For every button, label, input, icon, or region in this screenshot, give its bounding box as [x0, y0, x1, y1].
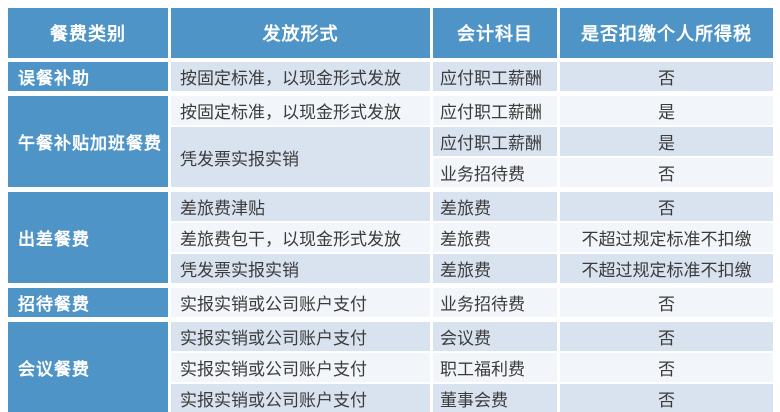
method-cell: 实报实销或公司账户支付 — [171, 353, 433, 384]
method-cell: 实报实销或公司账户支付 — [171, 322, 433, 353]
category-cell: 午餐补贴加班餐费 — [8, 96, 171, 192]
method-cell: 差旅费津贴 — [171, 192, 433, 223]
expense-table: 餐费类别 发放形式 会计科目 是否扣缴个人所得税 误餐补助 按固定标准，以现金形式… — [8, 8, 773, 412]
tax-cell: 否 — [560, 62, 773, 96]
header-tax: 是否扣缴个人所得税 — [560, 8, 773, 62]
method-cell: 按固定标准，以现金形式发放 — [171, 96, 433, 127]
tax-cell: 是 — [560, 127, 773, 158]
category-cell: 误餐补助 — [8, 62, 171, 96]
header-method: 发放形式 — [171, 8, 433, 62]
tax-cell: 否 — [560, 288, 773, 322]
table-row: 会议餐费 实报实销或公司账户支付 会议费否 — [8, 322, 773, 412]
table-row: 实报实销或公司账户支付 职工福利费否 — [8, 353, 773, 384]
method-cell: 实报实销或公司账户支付 — [171, 384, 433, 412]
category-cell: 会议餐费 — [8, 322, 171, 412]
table-row: 出差餐费 差旅费津贴 差旅费否 — [8, 192, 773, 288]
tax-cell: 不超过规定标准不扣缴 — [560, 223, 773, 254]
account-cell: 应付职工薪酬 — [433, 96, 560, 127]
tax-cell: 否 — [560, 158, 773, 192]
account-cell: 差旅费 — [433, 192, 560, 223]
table-row: 午餐补贴加班餐费 按固定标准，以现金形式发放 应付职工薪酬是 — [8, 96, 773, 192]
method-cell: 凭发票实报实销 — [171, 254, 433, 288]
header-account: 会计科目 — [433, 8, 560, 62]
table-row: 差旅费包干，以现金形式发放 差旅费 不超过规定标准不扣缴 — [8, 223, 773, 254]
account-cell: 差旅费 — [433, 223, 560, 254]
account-cell: 业务招待费 — [433, 288, 560, 322]
category-cell: 招待餐费 — [8, 288, 171, 322]
tax-cell: 否 — [560, 322, 773, 353]
category-cell: 出差餐费 — [8, 192, 171, 288]
table-row: 业务招待费否 — [8, 158, 773, 192]
table-row: 招待餐费 实报实销或公司账户支付 业务招待费否 — [8, 288, 773, 322]
tax-cell: 是 — [560, 96, 773, 127]
table-body: 误餐补助 按固定标准，以现金形式发放 应付职工薪酬否午餐补贴加班餐费 按固定标准，以现… — [8, 62, 773, 412]
account-cell: 职工福利费 — [433, 353, 560, 384]
method-cell: 实报实销或公司账户支付 — [171, 288, 433, 322]
header-category: 餐费类别 — [8, 8, 171, 62]
account-cell: 董事会费 — [433, 384, 560, 412]
method-cell: 按固定标准，以现金形式发放 — [171, 62, 433, 96]
header-row: 餐费类别 发放形式 会计科目 是否扣缴个人所得税 — [8, 8, 773, 62]
table-header: 餐费类别 发放形式 会计科目 是否扣缴个人所得税 — [8, 8, 773, 62]
tax-cell: 不超过规定标准不扣缴 — [560, 254, 773, 288]
tax-cell: 否 — [560, 192, 773, 223]
table-row: 凭发票实报实销 差旅费 不超过规定标准不扣缴 — [8, 254, 773, 288]
tax-cell: 否 — [560, 384, 773, 412]
method-cell: 凭发票实报实销 — [171, 127, 433, 192]
table-row: 凭发票实报实销 应付职工薪酬是 — [8, 127, 773, 192]
table-row: 实报实销或公司账户支付 董事会费否 — [8, 384, 773, 412]
account-cell: 会议费 — [433, 322, 560, 353]
method-cell: 差旅费包干，以现金形式发放 — [171, 223, 433, 254]
account-cell: 差旅费 — [433, 254, 560, 288]
table-row: 误餐补助 按固定标准，以现金形式发放 应付职工薪酬否 — [8, 62, 773, 96]
tax-cell: 否 — [560, 353, 773, 384]
account-cell: 应付职工薪酬 — [433, 127, 560, 158]
account-cell: 业务招待费 — [433, 158, 560, 192]
account-cell: 应付职工薪酬 — [433, 62, 560, 96]
